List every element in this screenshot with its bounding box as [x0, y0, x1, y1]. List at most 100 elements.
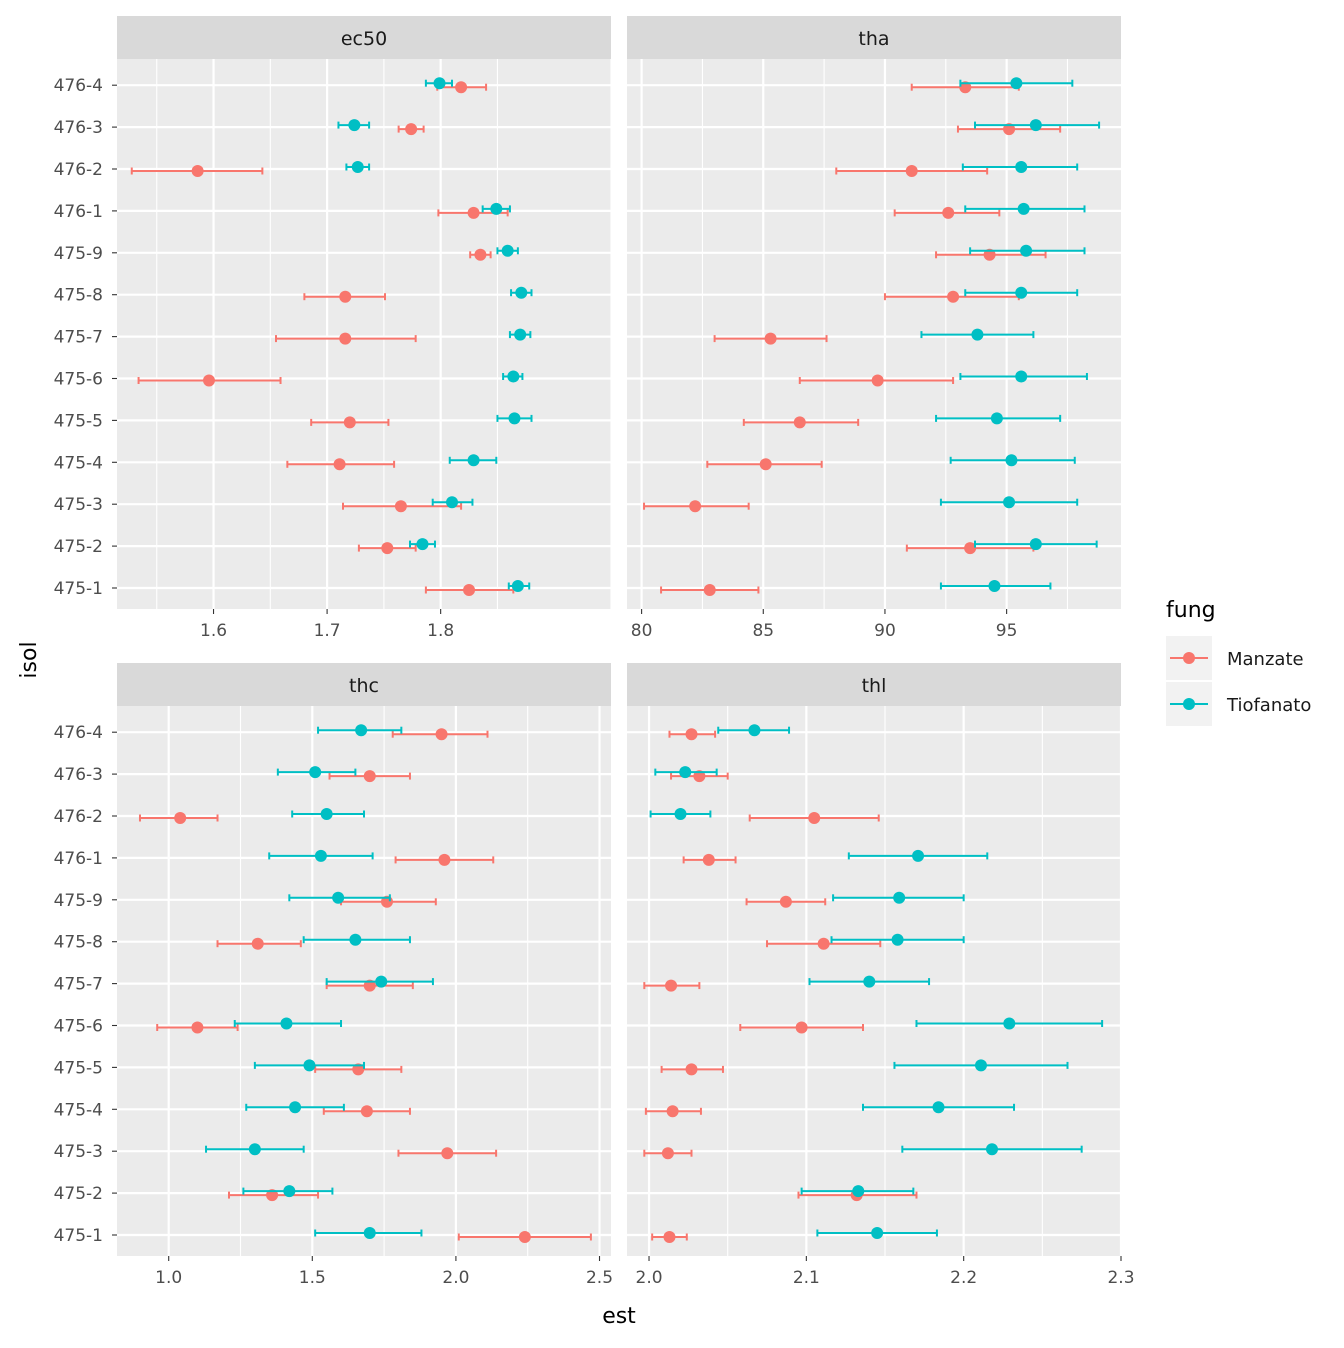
point-manzate	[685, 728, 698, 741]
x-tick-label: 85	[752, 621, 774, 641]
point-tiofanato	[490, 202, 503, 215]
facet-strip-label: ec50	[341, 28, 387, 50]
panel-background	[627, 59, 1121, 609]
x-tick-label: 2.3	[1107, 1268, 1134, 1288]
point-tiofanato	[355, 724, 368, 737]
x-tick-label: 2.1	[793, 1268, 820, 1288]
y-tick-label: 475-7	[54, 975, 103, 995]
point-tiofanato	[332, 891, 345, 904]
point-tiofanato	[1015, 161, 1028, 173]
y-tick-label: 476-4	[54, 723, 103, 743]
point-tiofanato	[1029, 119, 1042, 132]
y-tick-label: 475-9	[54, 891, 103, 911]
legend-label-manzate: Manzate	[1227, 649, 1304, 670]
point-manzate	[438, 853, 451, 866]
point-manzate	[663, 1231, 676, 1243]
point-tiofanato	[932, 1101, 945, 1114]
y-tick-label: 475-6	[54, 370, 103, 390]
point-tiofanato	[748, 724, 761, 737]
point-tiofanato	[289, 1101, 302, 1114]
point-tiofanato	[1015, 370, 1028, 383]
y-axis-title: isol	[17, 641, 42, 678]
point-manzate	[808, 812, 821, 824]
point-tiofanato	[507, 370, 520, 383]
point-manzate	[905, 165, 918, 177]
y-tick-label: 476-3	[54, 118, 103, 138]
point-manzate	[947, 290, 960, 303]
point-tiofanato	[303, 1059, 316, 1072]
y-tick-label: 475-6	[54, 1017, 103, 1037]
point-tiofanato	[351, 161, 364, 173]
point-tiofanato	[893, 891, 906, 904]
point-manzate	[394, 500, 407, 513]
point-tiofanato	[990, 412, 1003, 425]
point-manzate	[685, 1063, 698, 1076]
point-tiofanato	[891, 933, 904, 946]
point-tiofanato	[283, 1185, 296, 1198]
point-manzate	[661, 1147, 674, 1160]
x-tick-label: 2.2	[950, 1268, 977, 1288]
y-tick-label: 476-1	[54, 202, 103, 222]
point-manzate	[871, 374, 884, 387]
y-tick-label: 475-5	[54, 411, 103, 431]
point-tiofanato	[988, 580, 1001, 592]
y-tick-label: 475-9	[54, 244, 103, 264]
point-manzate	[343, 416, 356, 429]
point-tiofanato	[1005, 454, 1018, 467]
point-manzate	[795, 1021, 808, 1034]
x-tick-label: 1.7	[314, 621, 341, 641]
point-manzate	[964, 542, 977, 555]
point-tiofanato	[971, 328, 984, 341]
point-manzate	[942, 206, 955, 219]
point-manzate	[360, 1105, 373, 1118]
point-manzate	[666, 1105, 679, 1118]
point-tiofanato	[1020, 244, 1033, 257]
point-tiofanato	[375, 975, 388, 988]
point-manzate	[474, 248, 487, 261]
point-manzate	[463, 584, 476, 596]
point-manzate	[251, 937, 264, 950]
point-tiofanato	[348, 119, 361, 132]
panel-thl: thl 2.0 2.1 2.2 2.3	[627, 663, 1135, 1288]
y-tick-label: 475-2	[54, 1184, 103, 1204]
facet-strip-label: tha	[858, 28, 889, 50]
facet-strip-label: thc	[349, 675, 379, 697]
point-tiofanato	[985, 1143, 998, 1156]
point-manzate	[703, 584, 716, 596]
y-tick-label: 475-5	[54, 1058, 103, 1078]
y-tick-label: 476-4	[54, 76, 103, 96]
point-manzate	[363, 770, 376, 783]
point-manzate	[455, 81, 468, 94]
point-tiofanato	[912, 849, 925, 862]
point-tiofanato	[1015, 286, 1028, 299]
y-tick-label: 475-1	[54, 579, 103, 599]
point-manzate	[702, 853, 715, 866]
x-tick-label: 80	[631, 621, 653, 641]
point-manzate	[759, 458, 772, 471]
x-tick-label: 1.0	[155, 1268, 182, 1288]
facet-strip	[117, 663, 611, 706]
point-tiofanato	[674, 808, 687, 820]
point-manzate	[689, 500, 702, 513]
panel-tha: tha 80 85 90 95	[627, 16, 1121, 641]
point-manzate	[1003, 123, 1016, 136]
y-tick-label: 475-2	[54, 537, 103, 557]
point-manzate	[191, 1021, 204, 1034]
point-tiofanato	[433, 77, 446, 90]
point-tiofanato	[1029, 538, 1042, 551]
point-manzate	[817, 937, 830, 950]
point-tiofanato	[508, 412, 521, 425]
point-tiofanato	[1003, 496, 1016, 509]
panel-ec50: ec50 1.6 1.7 1.8 475-1 475-2 475-3 475-4 475-5 47…	[54, 16, 612, 641]
x-tick-label: 95	[996, 621, 1018, 641]
point-tiofanato	[309, 766, 322, 779]
point-tiofanato	[446, 496, 459, 509]
point-tiofanato	[349, 933, 362, 946]
point-manzate	[665, 979, 678, 992]
legend: fung Manzate Tiofanato	[1166, 598, 1311, 726]
legend-key-point-manzate	[1183, 652, 1195, 664]
point-tiofanato	[248, 1143, 261, 1156]
x-tick-label: 1.6	[200, 621, 227, 641]
